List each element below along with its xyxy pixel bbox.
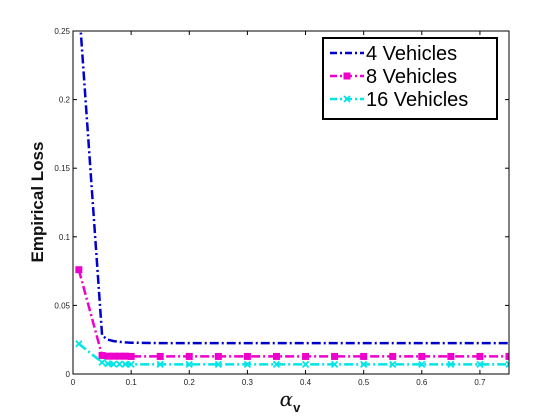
y-tick-label: 0.2 <box>59 96 71 105</box>
data-point <box>110 352 118 360</box>
data-point <box>121 360 129 368</box>
series-8-vehicles <box>75 266 509 360</box>
data-point <box>110 360 118 368</box>
data-point <box>360 360 368 369</box>
data-point <box>418 360 426 369</box>
data-point <box>505 352 509 360</box>
data-point <box>343 95 351 103</box>
data-point <box>127 360 135 369</box>
legend-entry: 8 Vehicles <box>330 66 457 88</box>
series-line <box>79 31 509 345</box>
series-line <box>77 269 509 358</box>
x-tick-label: 0 <box>71 378 76 387</box>
x-tick-label: 0.7 <box>474 378 486 387</box>
legend-entry: 4 Vehicles <box>330 43 457 65</box>
data-point <box>121 352 129 360</box>
plot-frame <box>72 30 510 375</box>
data-point <box>185 360 193 369</box>
data-point <box>343 72 351 80</box>
x-tick-label: 0.5 <box>358 378 370 387</box>
y-tick-label: 0.05 <box>54 301 70 310</box>
data-point <box>98 358 106 366</box>
data-point <box>75 266 83 274</box>
data-point <box>116 352 124 360</box>
legend-entry: 16 Vehicles <box>330 89 468 111</box>
legend-box <box>322 37 498 120</box>
legend-label: 4 Vehicles <box>366 43 457 65</box>
y-tick-label: 0.25 <box>54 27 70 36</box>
x-axis-label-subscript: v <box>293 400 301 415</box>
data-point <box>330 360 339 369</box>
data-point <box>447 360 455 369</box>
data-point <box>98 351 106 359</box>
data-point <box>389 352 397 360</box>
y-tick-label: 0.1 <box>59 233 71 242</box>
data-point <box>243 360 252 369</box>
series-group <box>75 31 509 369</box>
data-point <box>243 352 251 360</box>
data-point <box>505 360 509 369</box>
data-point <box>104 360 112 368</box>
data-point <box>214 360 222 369</box>
series-4-vehicles <box>79 31 509 345</box>
x-tick-label: 0.4 <box>300 378 312 387</box>
data-point <box>389 360 397 369</box>
data-point <box>156 352 164 360</box>
data-point <box>156 360 164 369</box>
data-point <box>104 352 112 360</box>
series-16-vehicles <box>75 340 509 369</box>
data-point <box>272 360 281 369</box>
data-point <box>301 360 310 369</box>
data-point <box>272 352 280 360</box>
x-axis-label-main: α <box>280 387 294 411</box>
y-tick-label: 0.15 <box>54 164 70 173</box>
data-point <box>447 352 455 360</box>
data-point <box>75 340 83 348</box>
data-point <box>127 352 135 360</box>
legend-label: 8 Vehicles <box>366 66 457 88</box>
x-tick-label: 0.6 <box>416 378 428 387</box>
x-axis-label: αv <box>280 387 302 415</box>
legend-label: 16 Vehicles <box>366 89 468 111</box>
data-point <box>360 352 368 360</box>
data-point <box>418 352 426 360</box>
y-tick-label: 0 <box>66 370 71 379</box>
x-tick-label: 0.1 <box>126 378 138 387</box>
data-point <box>476 352 484 360</box>
data-point <box>185 352 193 360</box>
data-point <box>115 360 124 368</box>
data-point <box>214 352 222 360</box>
x-tick-label: 0.3 <box>242 378 254 387</box>
y-axis-label: Empirical Loss <box>28 142 47 263</box>
data-point <box>302 352 310 360</box>
x-tick-label: 0.2 <box>184 378 196 387</box>
data-point <box>476 360 484 369</box>
data-point <box>331 352 339 360</box>
